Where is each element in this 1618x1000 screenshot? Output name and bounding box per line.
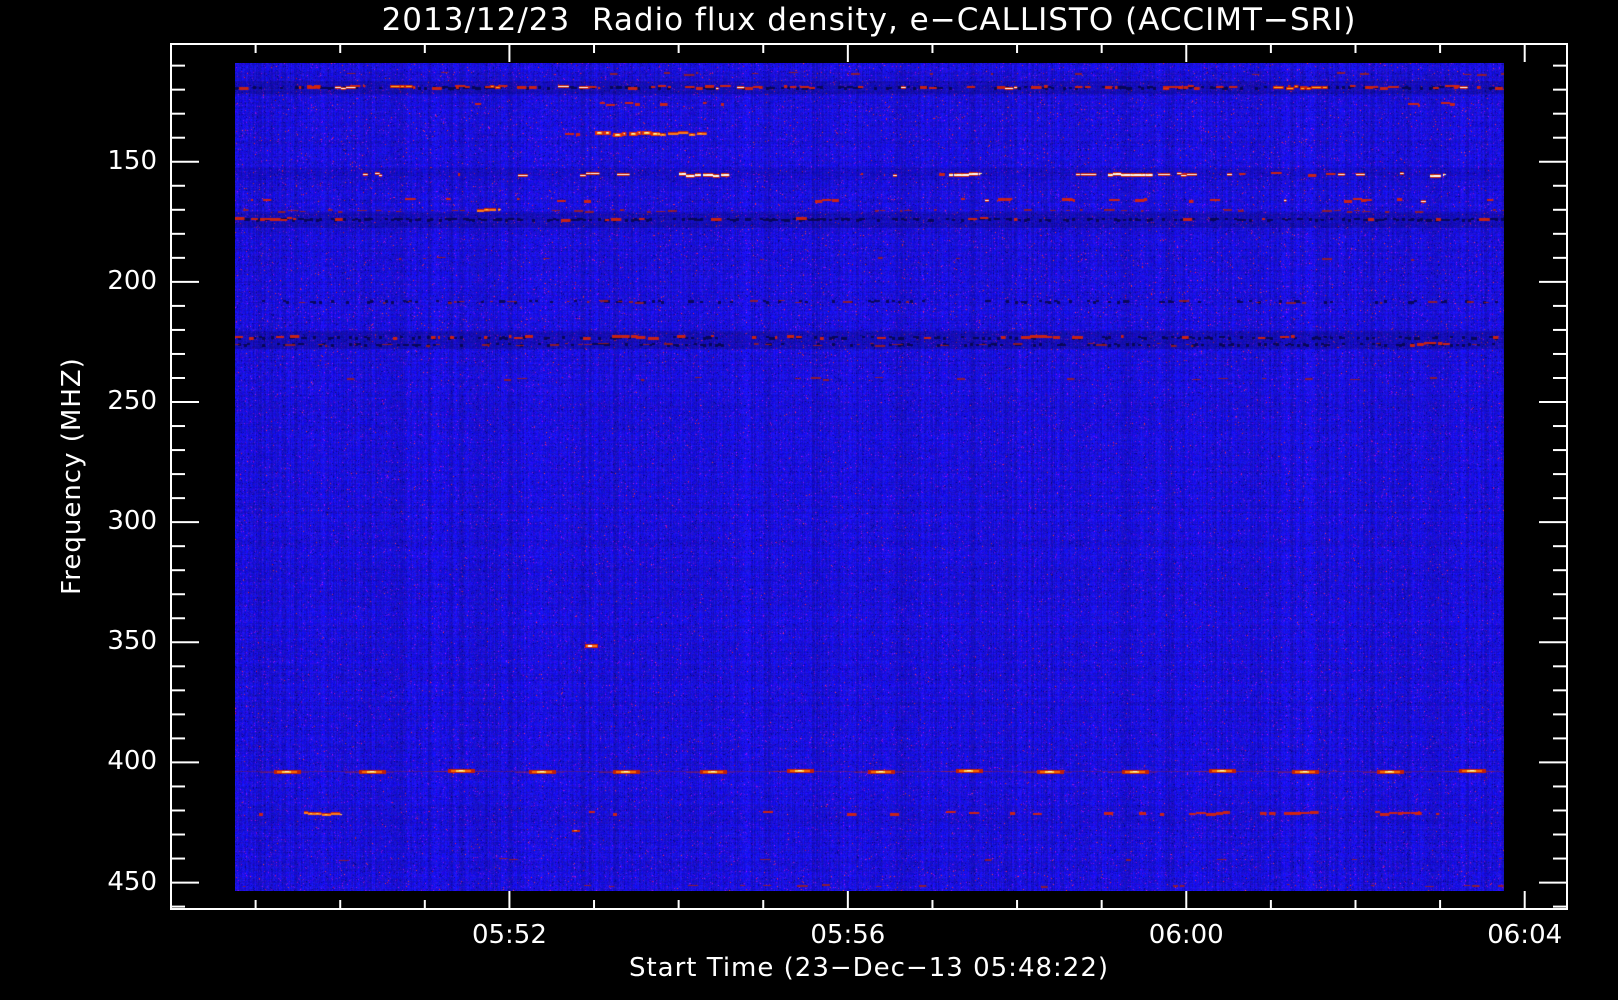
y-tick-label: 400	[107, 746, 157, 777]
x-tick-label: 06:00	[1148, 920, 1224, 950]
y-tick-label: 300	[107, 506, 157, 537]
plot-title: 2013/12/23 Radio flux density, e−CALLIST…	[381, 2, 1357, 38]
x-tick-label: 05:52	[471, 920, 547, 950]
y-tick-label: 200	[107, 265, 157, 296]
x-tick-label: 06:04	[1487, 920, 1563, 950]
spectrogram-image	[235, 63, 1504, 891]
y-tick-label: 150	[107, 145, 157, 176]
x-tick-label: 05:56	[810, 920, 886, 950]
y-tick-label: 450	[107, 866, 157, 897]
y-tick-label: 250	[107, 386, 157, 416]
x-axis-title: Start Time (23−Dec−13 05:48:22)	[628, 953, 1110, 983]
y-tick-label: 350	[107, 626, 157, 657]
